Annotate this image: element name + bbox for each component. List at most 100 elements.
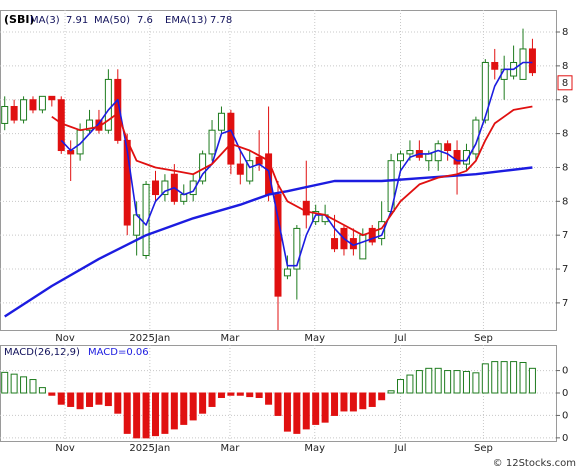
macd-bar <box>67 392 75 407</box>
macd-bar <box>397 379 405 394</box>
candle-body <box>491 61 499 70</box>
candle-body <box>29 99 37 111</box>
macd-bar <box>453 370 461 394</box>
macd-bar <box>359 392 367 410</box>
macd-bar <box>321 392 329 423</box>
macd-bar <box>378 392 386 401</box>
candle-body <box>444 143 452 152</box>
macd-bar <box>265 392 273 405</box>
candle-body <box>425 153 433 162</box>
macd-bar <box>199 392 207 414</box>
macd-bar <box>312 392 320 425</box>
legend-value: 7.78 <box>210 15 232 26</box>
y-tick-label: 8 <box>562 95 568 106</box>
macd-bar <box>472 372 480 394</box>
x-tick-label: 2025Jan <box>129 443 170 454</box>
macd-bar <box>349 392 357 412</box>
macd-bar <box>368 392 376 407</box>
candle-body <box>86 119 94 131</box>
candle-body <box>104 78 112 131</box>
legend-name: MA(3) <box>30 15 60 26</box>
y-tick-label: 8 <box>562 162 568 173</box>
candle-body <box>180 194 188 202</box>
macd-bar <box>189 392 197 421</box>
macd-bar <box>255 392 263 398</box>
last-price-box <box>557 75 573 91</box>
y-tick-label: 0 <box>562 433 568 444</box>
candle-body <box>283 268 291 277</box>
ma-line <box>51 105 533 237</box>
candle-body <box>48 95 56 101</box>
macd-value: MACD=0.06 <box>88 347 149 358</box>
x-tick-label: Nov <box>55 333 75 344</box>
macd-bar <box>528 367 536 394</box>
y-tick-label: 8 <box>562 27 568 38</box>
macd-bar <box>510 361 518 394</box>
candle-body <box>293 227 301 270</box>
candle-body <box>217 112 225 131</box>
macd-bar <box>10 373 18 394</box>
candle-body <box>331 238 339 250</box>
y-tick-label: 0 <box>562 366 568 377</box>
y-tick-label: 8 <box>562 196 568 207</box>
candle-body <box>359 234 367 260</box>
macd-bar <box>76 392 84 410</box>
x-tick-label: Jul <box>393 443 406 454</box>
macd-bar <box>302 392 310 430</box>
macd-bar <box>519 361 527 394</box>
candle-body <box>434 143 442 162</box>
x-tick-label: Mar <box>221 333 241 344</box>
macd-bar <box>444 370 452 394</box>
candle-body <box>246 160 254 182</box>
macd-bar <box>425 367 433 394</box>
ma-line <box>60 61 533 267</box>
candle-body <box>142 183 150 257</box>
macd-bar <box>406 374 414 394</box>
x-tick-label: Nov <box>55 443 75 454</box>
candle-body <box>236 163 244 175</box>
legend-value: 7.91 <box>66 15 88 26</box>
macd-bar <box>246 392 254 398</box>
candle-body <box>1 106 9 124</box>
macd-bar <box>38 387 46 394</box>
candle-body <box>20 99 28 121</box>
macd-title: MACD(26,12,9) <box>4 347 80 358</box>
macd-bar <box>293 392 301 434</box>
macd-bar <box>151 392 159 437</box>
x-tick-label: May <box>304 333 325 344</box>
macd-bar <box>29 379 37 394</box>
macd-bar <box>20 376 28 394</box>
macd-bar <box>123 392 131 434</box>
macd-bar <box>491 361 499 394</box>
footer: © 12Stocks.com <box>493 458 576 469</box>
macd-bar <box>104 392 112 407</box>
macd-bar <box>434 367 442 394</box>
macd-bar <box>208 392 216 407</box>
macd-bar <box>1 371 9 394</box>
macd-bar <box>274 392 282 416</box>
legend-value: 7.6 <box>137 15 153 26</box>
y-tick-label: 7 <box>562 264 568 275</box>
macd-bar <box>170 392 178 430</box>
macd-bar <box>142 392 150 439</box>
macd-bar <box>500 361 508 394</box>
macd-bar <box>340 392 348 412</box>
candle-body <box>302 200 310 216</box>
x-tick-label: 2025Jan <box>129 333 170 344</box>
candle-body <box>114 78 122 141</box>
x-tick-label: May <box>304 443 325 454</box>
candle-body <box>161 180 169 196</box>
x-tick-label: Sep <box>474 443 493 454</box>
y-tick-label: 0 <box>562 388 568 399</box>
macd-bar <box>161 392 169 434</box>
legend-name: MA(50) <box>94 15 130 26</box>
macd-bar <box>48 392 56 396</box>
y-tick-label: 0 <box>562 410 568 421</box>
candle-body <box>368 227 376 243</box>
x-tick-label: Jul <box>393 333 406 344</box>
macd-bar <box>95 392 103 405</box>
macd-bar <box>227 392 235 396</box>
candle-body <box>10 106 18 121</box>
